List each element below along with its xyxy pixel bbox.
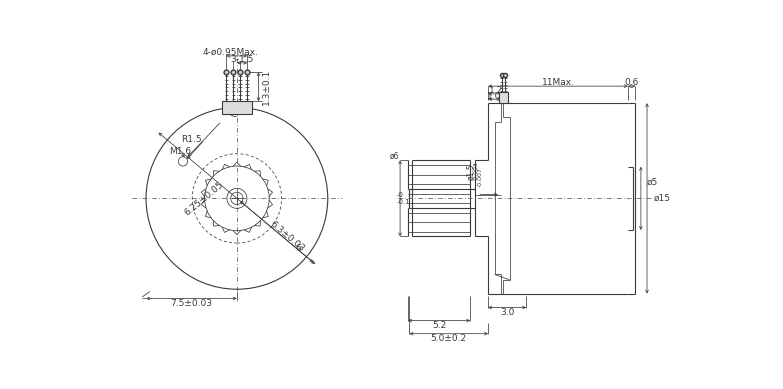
Text: 4-ø0.95Max.: 4-ø0.95Max. — [203, 47, 258, 56]
Text: 31°: 31° — [223, 107, 239, 116]
Text: 6.3±0.03: 6.3±0.03 — [269, 219, 306, 253]
Bar — [499, 92, 508, 103]
Text: 6: 6 — [295, 244, 301, 253]
Text: M1.6: M1.6 — [170, 147, 192, 156]
Text: R1.5: R1.5 — [182, 135, 202, 144]
Text: 1.0: 1.0 — [487, 92, 502, 101]
Text: 1.3±0.1: 1.3±0.1 — [262, 68, 271, 105]
Text: 5.2: 5.2 — [432, 321, 446, 330]
Text: ø1.5: ø1.5 — [467, 163, 475, 180]
Text: ø6: ø6 — [390, 152, 399, 161]
Text: ø5: ø5 — [647, 178, 659, 187]
Bar — [222, 102, 251, 114]
Text: 11Max.: 11Max. — [542, 78, 575, 87]
Text: 3-1.5: 3-1.5 — [230, 54, 254, 63]
Text: ø15: ø15 — [653, 194, 670, 203]
Text: 6.25±0.05: 6.25±0.05 — [183, 180, 226, 217]
Text: -0
-0.1: -0 -0.1 — [397, 192, 411, 205]
Circle shape — [179, 157, 188, 166]
Text: 1.2: 1.2 — [489, 86, 503, 95]
Text: 0.6: 0.6 — [625, 78, 639, 87]
Text: 7.5±0.03: 7.5±0.03 — [171, 299, 212, 308]
Text: -0.003: -0.003 — [474, 161, 479, 181]
Text: 3.0: 3.0 — [500, 308, 514, 317]
Text: -0.007: -0.007 — [478, 167, 483, 187]
Text: 5.0±0.2: 5.0±0.2 — [431, 334, 467, 343]
